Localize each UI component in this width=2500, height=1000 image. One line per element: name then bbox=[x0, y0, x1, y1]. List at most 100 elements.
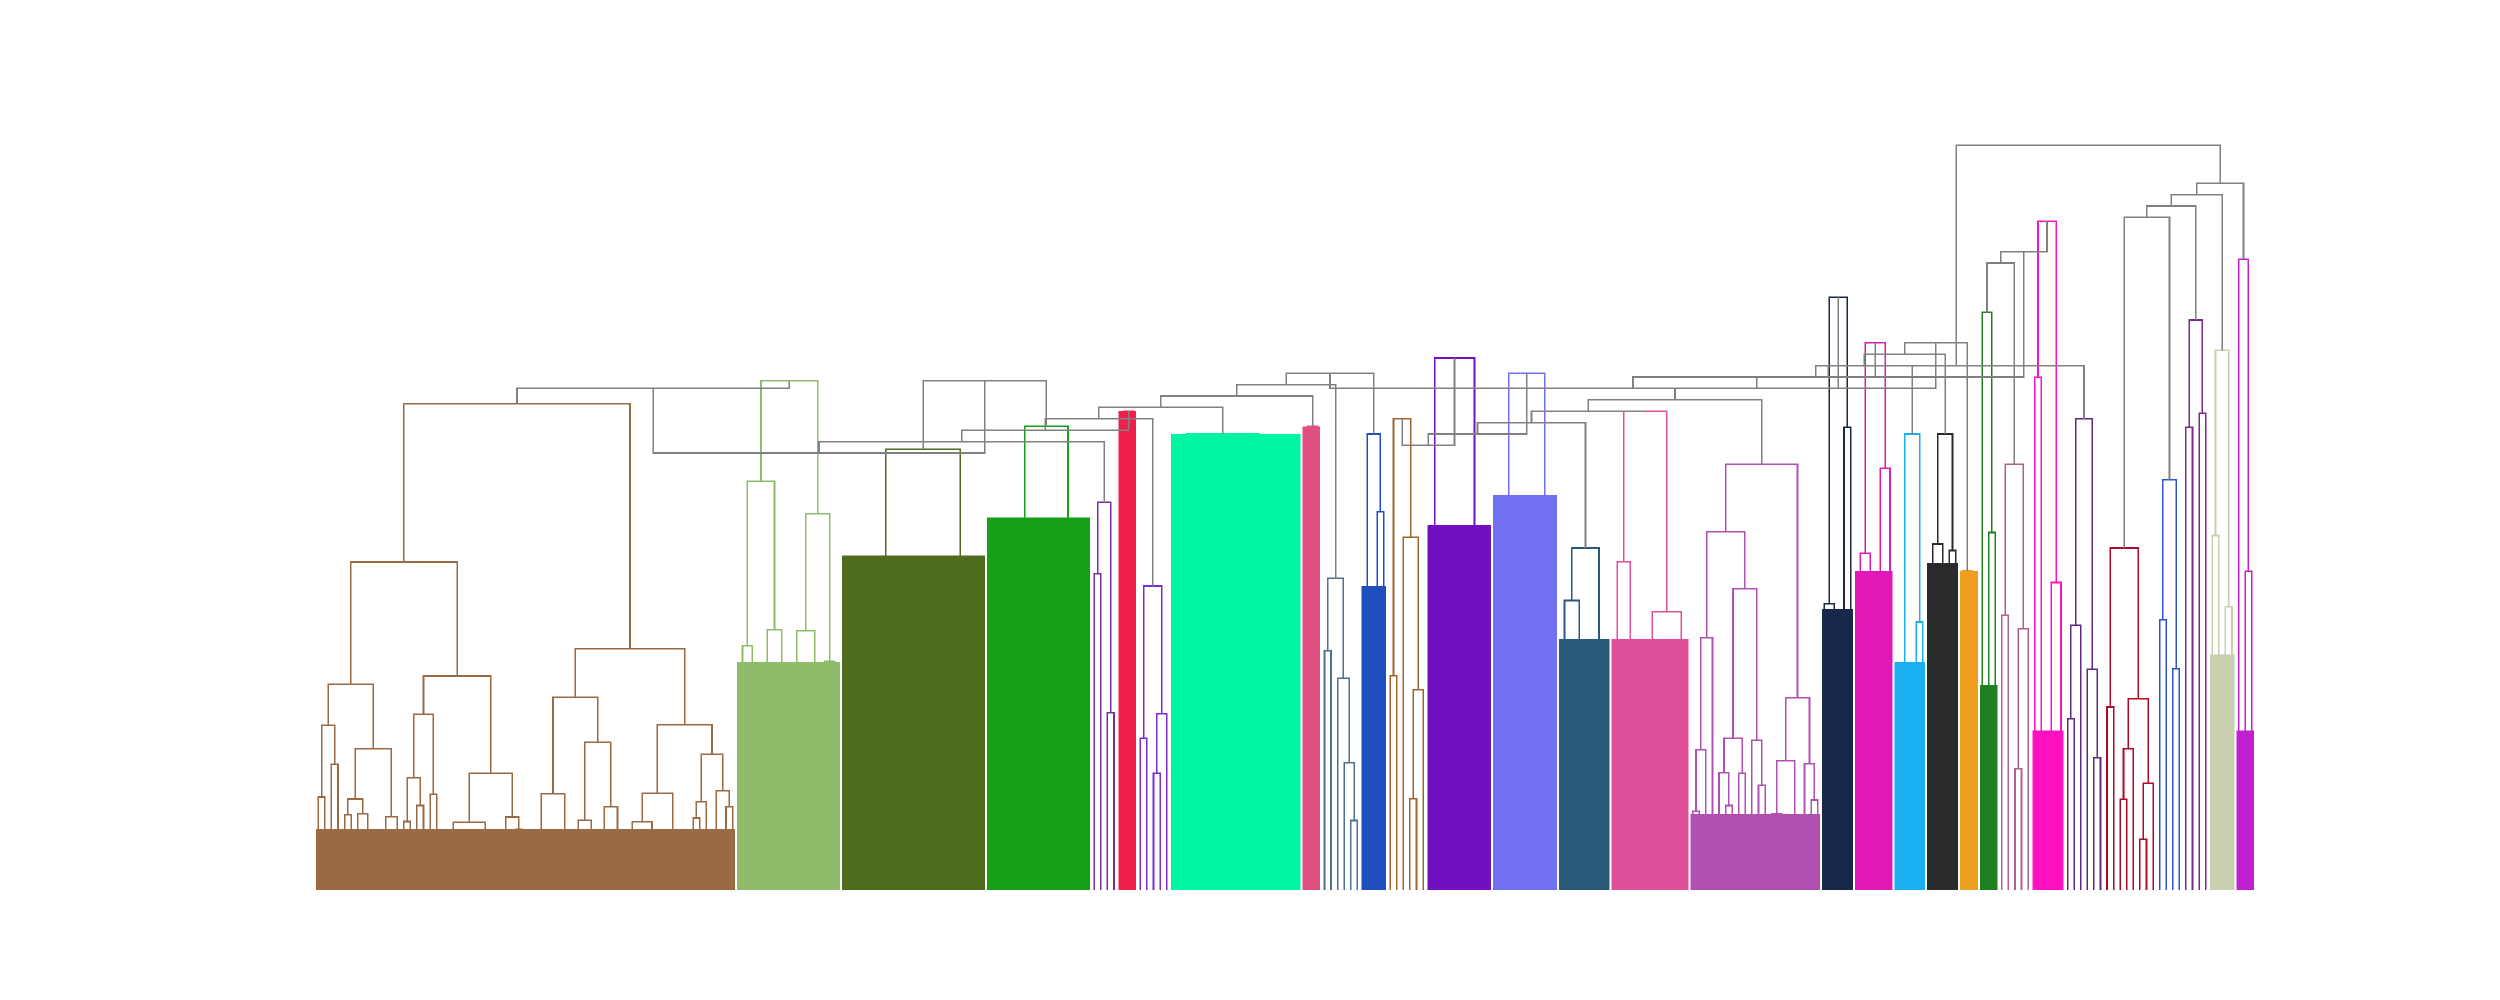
cluster-11-link bbox=[1376, 510, 1385, 890]
cluster-1-link bbox=[379, 843, 392, 890]
cluster-2-link bbox=[804, 513, 831, 662]
cluster-8 bbox=[1170, 433, 1301, 890]
cluster-31 bbox=[2236, 258, 2255, 890]
cluster-17-link bbox=[1725, 463, 1799, 698]
upper-link bbox=[1827, 364, 2085, 419]
cluster-9-link bbox=[1303, 552, 1313, 890]
cluster-16-link bbox=[1613, 731, 1622, 890]
cluster-14-link bbox=[1520, 679, 1530, 890]
cluster-1-link bbox=[445, 846, 461, 867]
cluster-1-link bbox=[531, 835, 551, 851]
cluster-21-link bbox=[1936, 433, 1954, 551]
cluster-4-dense-block bbox=[986, 517, 1091, 890]
cluster-1-link bbox=[406, 777, 422, 822]
cluster-1-link bbox=[692, 817, 701, 890]
cluster-8-link bbox=[1221, 758, 1234, 890]
cluster-17-link bbox=[1737, 772, 1747, 890]
cluster-2 bbox=[736, 380, 841, 890]
cluster-11-dense-block bbox=[1361, 586, 1386, 890]
cluster-28 bbox=[2158, 478, 2181, 890]
cluster-1-dense-block bbox=[315, 829, 735, 890]
cluster-7-link bbox=[1152, 772, 1161, 890]
cluster-16 bbox=[1611, 410, 1689, 890]
cluster-3-link bbox=[965, 706, 981, 802]
cluster-10-link bbox=[1323, 649, 1332, 890]
cluster-3-link bbox=[975, 800, 984, 890]
cluster-17-dense-block bbox=[1690, 814, 1820, 890]
cluster-13-link bbox=[1448, 746, 1461, 890]
cluster-23 bbox=[1979, 311, 1998, 890]
cluster-9 bbox=[1302, 425, 1321, 890]
cluster-12-link bbox=[1392, 418, 1412, 676]
upper-link bbox=[818, 440, 1105, 503]
cluster-13-link bbox=[1435, 753, 1444, 890]
cluster-17-link bbox=[1723, 737, 1743, 774]
upper-link bbox=[1160, 395, 1314, 427]
cluster-5-link bbox=[1106, 711, 1115, 890]
cluster-3 bbox=[842, 448, 985, 890]
cluster-17-link bbox=[1732, 588, 1758, 741]
upper-link bbox=[2170, 193, 2223, 351]
cluster-2-link bbox=[746, 480, 776, 646]
upper-link bbox=[1815, 364, 1914, 434]
cluster-27-link bbox=[2119, 798, 2128, 890]
cluster-1-link bbox=[679, 861, 688, 890]
cluster-1-link bbox=[574, 647, 686, 725]
cluster-10-link bbox=[1326, 577, 1345, 679]
cluster-8-link bbox=[1238, 834, 1247, 890]
cluster-17-link bbox=[1705, 531, 1746, 638]
cluster-24-link bbox=[2014, 768, 2023, 890]
cluster-27-link bbox=[2142, 782, 2154, 890]
cluster-1-link bbox=[725, 805, 734, 890]
cluster-13-link bbox=[1455, 796, 1464, 890]
cluster-12-link bbox=[1389, 674, 1398, 890]
cluster-2-dense-block bbox=[736, 662, 841, 890]
cluster-2-link bbox=[761, 739, 773, 890]
cluster-13-link bbox=[1428, 595, 1441, 890]
cluster-14-dense-block bbox=[1493, 494, 1557, 890]
cluster-8-link bbox=[1172, 754, 1181, 890]
cluster-5-link bbox=[1096, 501, 1112, 713]
cluster-27-link bbox=[2122, 747, 2135, 890]
cluster-31-link bbox=[2244, 570, 2253, 890]
cluster-12-link bbox=[1402, 536, 1419, 890]
cluster-1-link bbox=[403, 402, 631, 649]
cluster-4-link bbox=[1070, 779, 1086, 803]
cluster-2-link bbox=[741, 644, 754, 890]
cluster-23-link bbox=[1987, 531, 1997, 890]
cluster-12-link bbox=[1412, 688, 1424, 890]
upper-link bbox=[1530, 410, 1646, 423]
cluster-6 bbox=[1118, 410, 1137, 890]
cluster-2-link bbox=[823, 660, 836, 890]
cluster-16-link bbox=[1651, 610, 1683, 738]
cluster-5 bbox=[1093, 501, 1115, 890]
cluster-17-link bbox=[1784, 696, 1811, 764]
cluster-12-link bbox=[1409, 797, 1418, 890]
cluster-15-link bbox=[1563, 599, 1581, 716]
upper-link bbox=[1587, 399, 1763, 465]
cluster-3-link bbox=[942, 707, 954, 890]
cluster-5-link bbox=[1093, 573, 1102, 890]
cluster-29-link bbox=[2188, 319, 2204, 428]
cluster-20 bbox=[1894, 433, 1926, 890]
cluster-30-link bbox=[2214, 349, 2230, 607]
cluster-1-link bbox=[541, 868, 550, 890]
cluster-29 bbox=[2185, 319, 2207, 890]
cluster-8-link bbox=[1284, 842, 1293, 890]
cluster-14-link bbox=[1537, 576, 1553, 713]
cluster-22 bbox=[1960, 570, 1978, 890]
cluster-17-link bbox=[1695, 748, 1707, 890]
cluster-16-link bbox=[1626, 662, 1635, 890]
cluster-1-link bbox=[527, 849, 537, 890]
cluster-1-link bbox=[603, 806, 619, 850]
cluster-26 bbox=[2066, 418, 2102, 890]
cluster-26-link bbox=[2086, 668, 2098, 890]
cluster-28-link bbox=[2172, 667, 2181, 890]
cluster-26-link bbox=[2070, 624, 2082, 890]
cluster-30-link bbox=[2211, 534, 2220, 890]
cluster-24-link bbox=[2001, 614, 2010, 890]
cluster-1-link bbox=[343, 814, 352, 890]
cluster-27-link bbox=[2109, 547, 2140, 708]
cluster-links-layer bbox=[315, 220, 2255, 890]
